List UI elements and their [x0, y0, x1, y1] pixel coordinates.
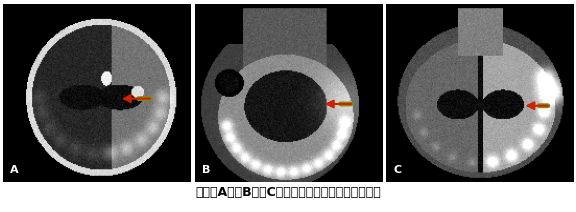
Text: B: B [202, 165, 211, 175]
Text: A: A [10, 165, 19, 175]
Text: 磁共振A轴位B冠位C失状位：左半球大范围血管强化: 磁共振A轴位B冠位C失状位：左半球大范围血管强化 [195, 186, 381, 199]
Text: C: C [393, 165, 401, 175]
